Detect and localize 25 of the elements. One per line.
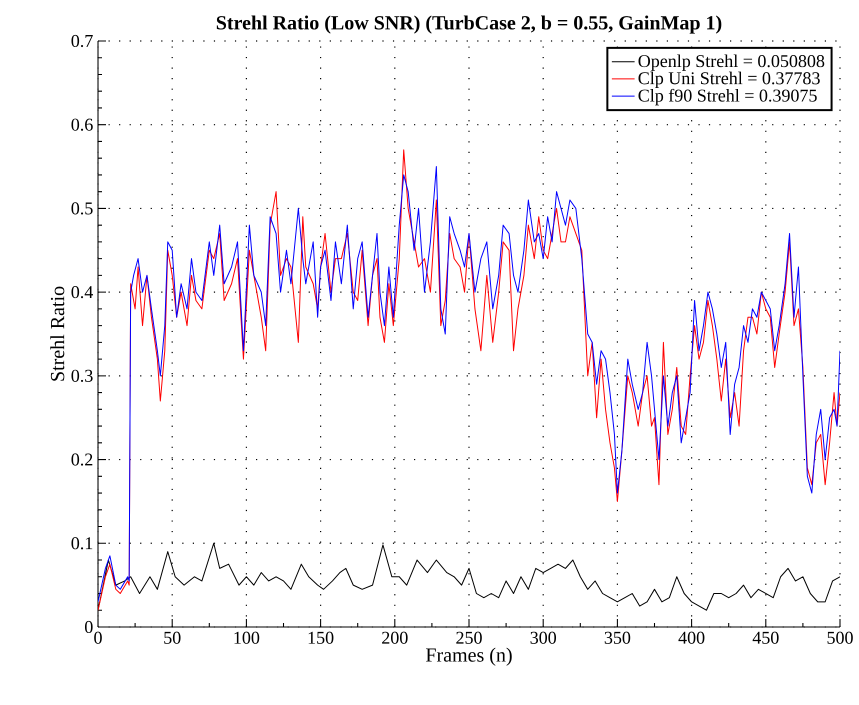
y-tick-label: 0.3 (71, 370, 93, 382)
x-tick-label: 500 (828, 632, 853, 644)
x-tick-label: 200 (382, 632, 408, 644)
legend-label: Openlp Strehl = 0.050808 (638, 54, 824, 71)
x-tick-label: 150 (308, 632, 334, 644)
x-tick-label: 0 (94, 632, 102, 644)
y-tick-label: 0.7 (71, 34, 93, 48)
y-tick-label: 0.4 (71, 286, 94, 298)
x-tick-label: 50 (164, 632, 181, 644)
legend-label: Clp Uni Strehl = 0.37783 (638, 72, 820, 88)
x-tick-label: 300 (530, 632, 556, 644)
y-tick-label: 0.5 (71, 202, 93, 215)
legend-label: Clp f90 Strehl = 0.39075 (638, 88, 817, 106)
x-axis-title: Frames (n) (426, 648, 512, 666)
x-tick-label: 450 (752, 632, 779, 644)
y-axis-title: Strehl Ratio (50, 286, 64, 381)
x-tick-label: 400 (678, 632, 704, 644)
y-tick-label: 0.1 (71, 537, 92, 550)
x-tick-label: 100 (234, 632, 260, 644)
x-tick-label: 250 (456, 632, 482, 644)
y-tick-label: 0.6 (71, 118, 93, 131)
chart-title: Strehl Ratio (Low SNR) (TurbCase 2, b = 0.55, GainMap 1) (216, 15, 722, 34)
x-tick-label: 350 (604, 632, 630, 644)
y-tick-label: 0.2 (71, 453, 92, 466)
y-tick-label: 0 (84, 620, 93, 634)
